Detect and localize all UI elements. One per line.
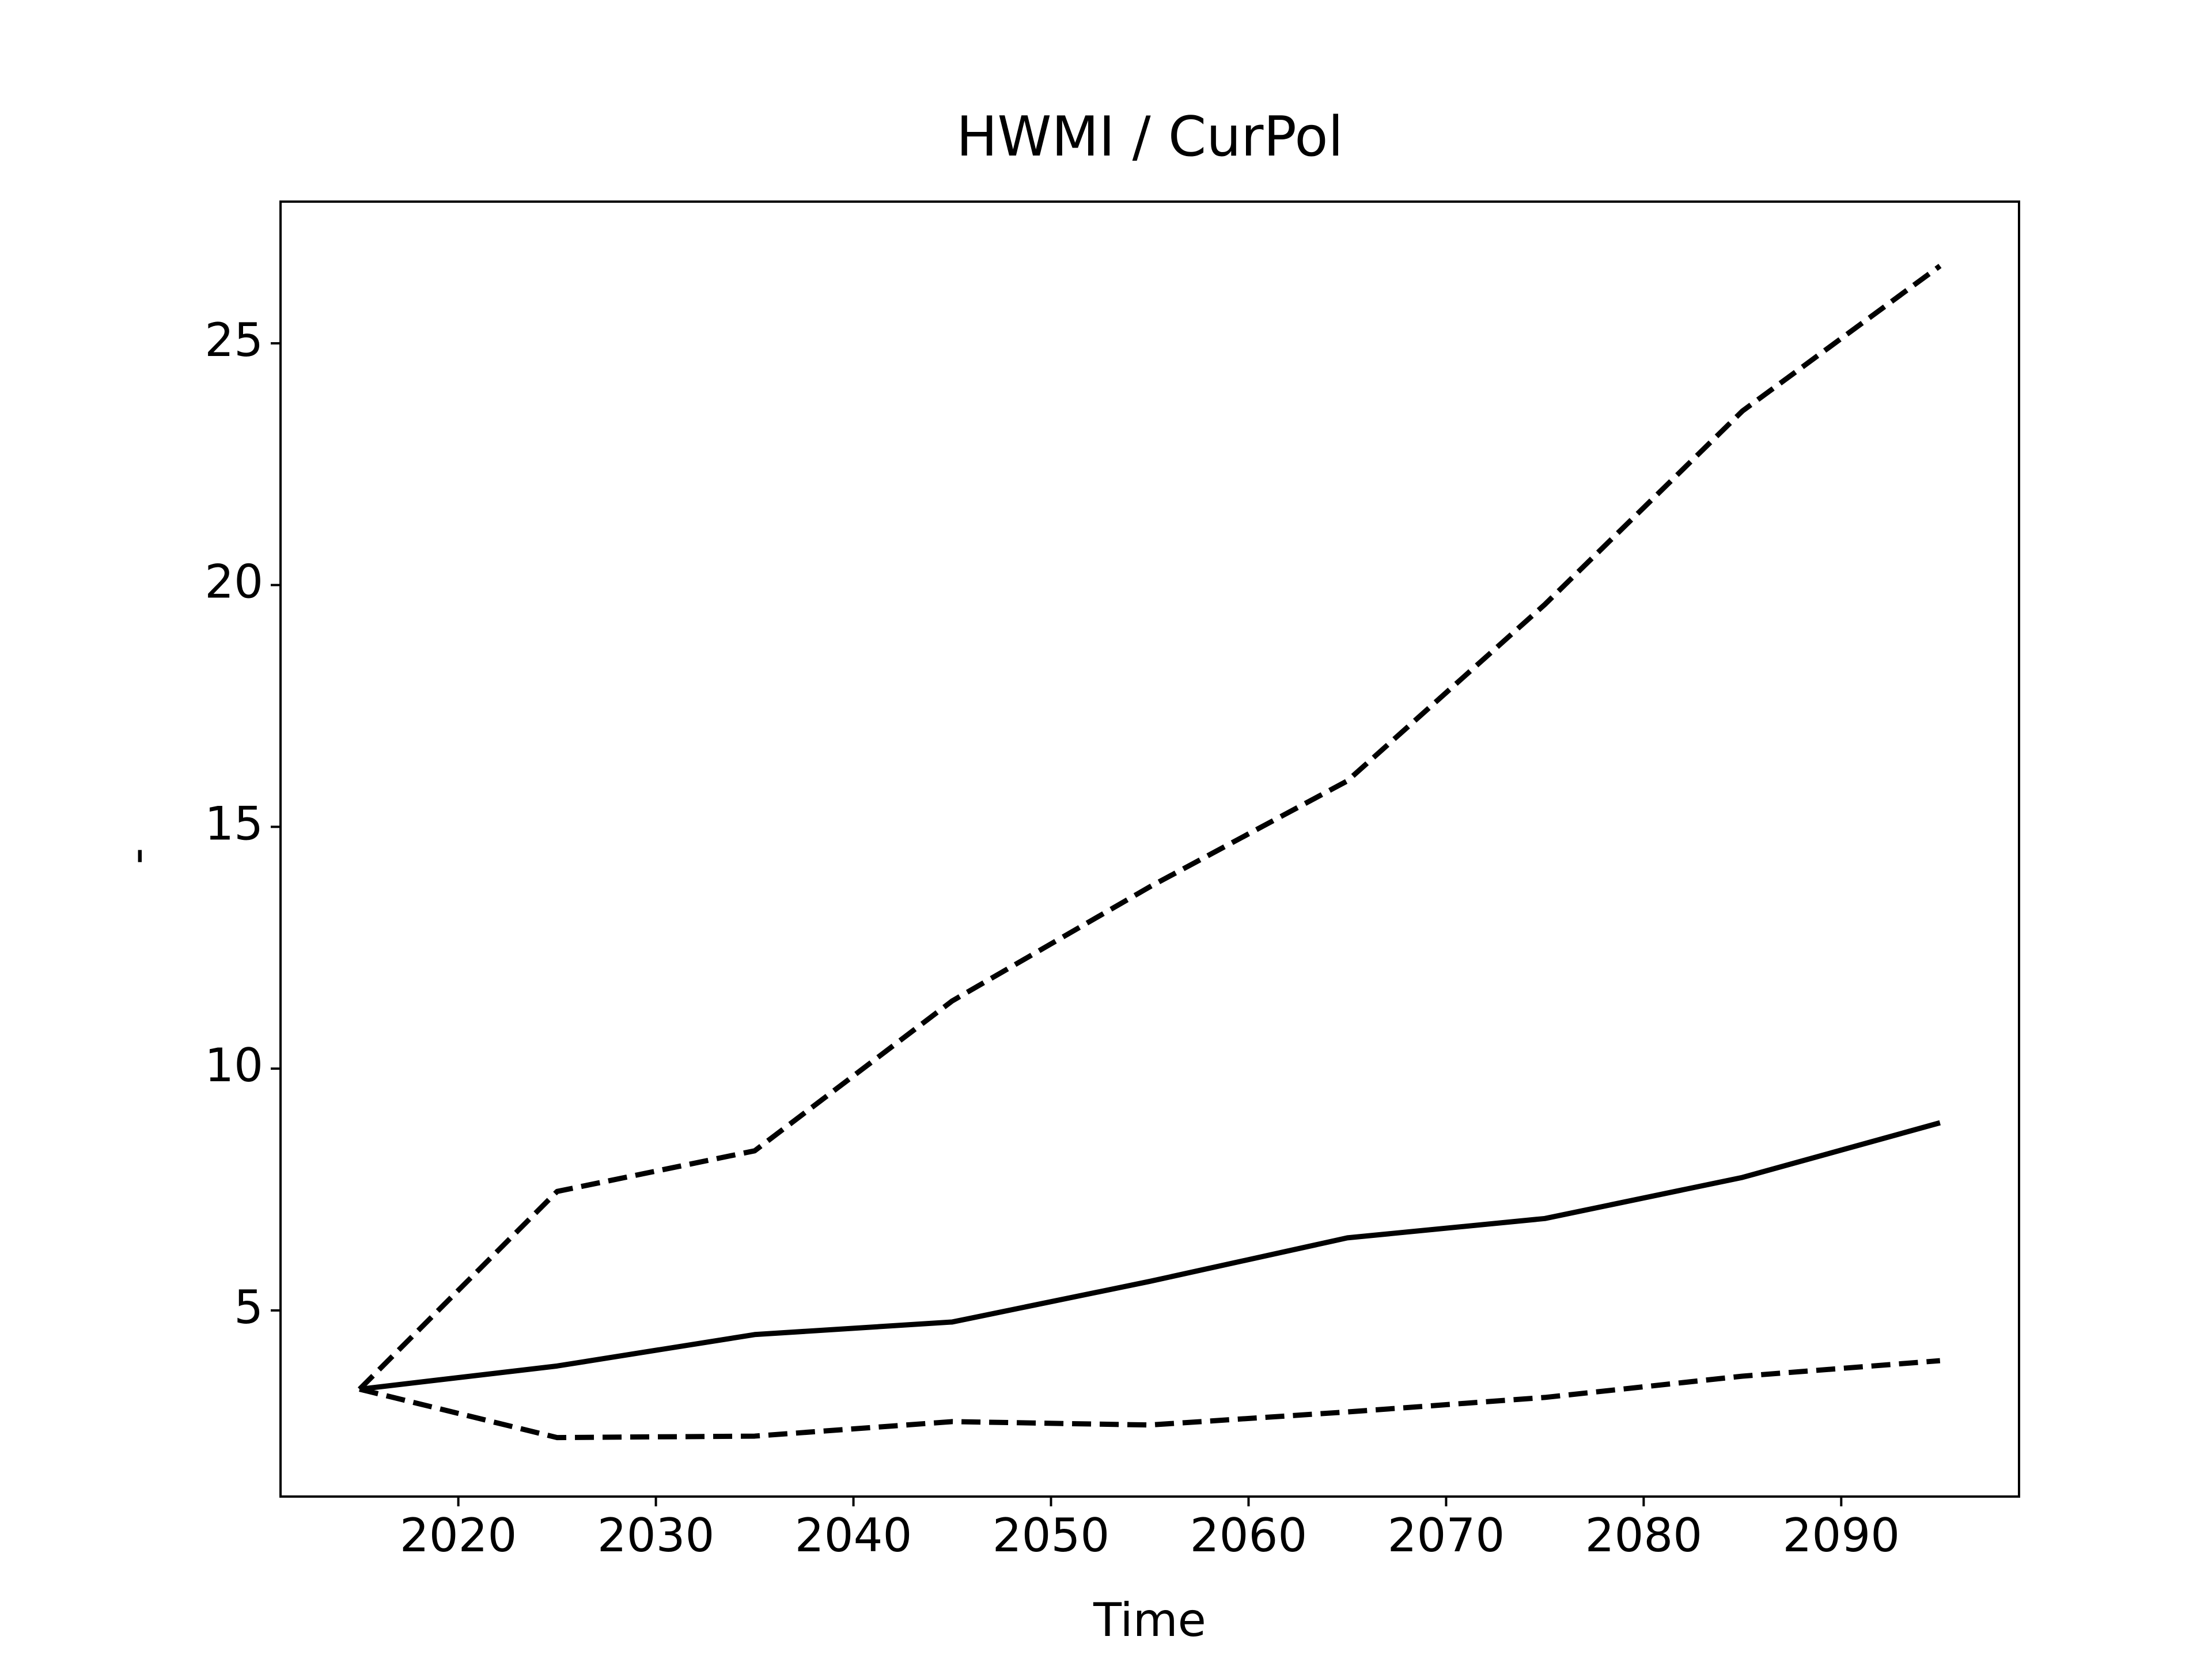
plot-frame: [279, 200, 2020, 1498]
y-tick-label: 20: [204, 555, 263, 609]
x-tick-label: 2060: [1190, 1509, 1308, 1562]
chart-title: HWMI / CurPol: [956, 105, 1343, 169]
series-line: [359, 1120, 1941, 1392]
x-tick-label: 2080: [1585, 1509, 1703, 1562]
x-tick-label: 2090: [1783, 1509, 1900, 1562]
y-tick-label: 25: [204, 313, 263, 367]
x-tick-label: 2050: [993, 1509, 1110, 1562]
y-axis-label: -: [110, 848, 164, 865]
x-axis-label: Time: [1093, 1593, 1206, 1647]
y-tick-label: 10: [204, 1039, 263, 1092]
series-line: [359, 1358, 1941, 1441]
series-line: [357, 264, 1942, 1391]
x-tick-label: 2030: [597, 1509, 715, 1562]
x-tick-label: 2020: [400, 1509, 517, 1562]
y-tick-label: 15: [204, 797, 263, 850]
x-tick-label: 2070: [1388, 1509, 1505, 1562]
x-tick-label: 2040: [795, 1509, 912, 1562]
y-tick-label: 5: [234, 1281, 263, 1334]
